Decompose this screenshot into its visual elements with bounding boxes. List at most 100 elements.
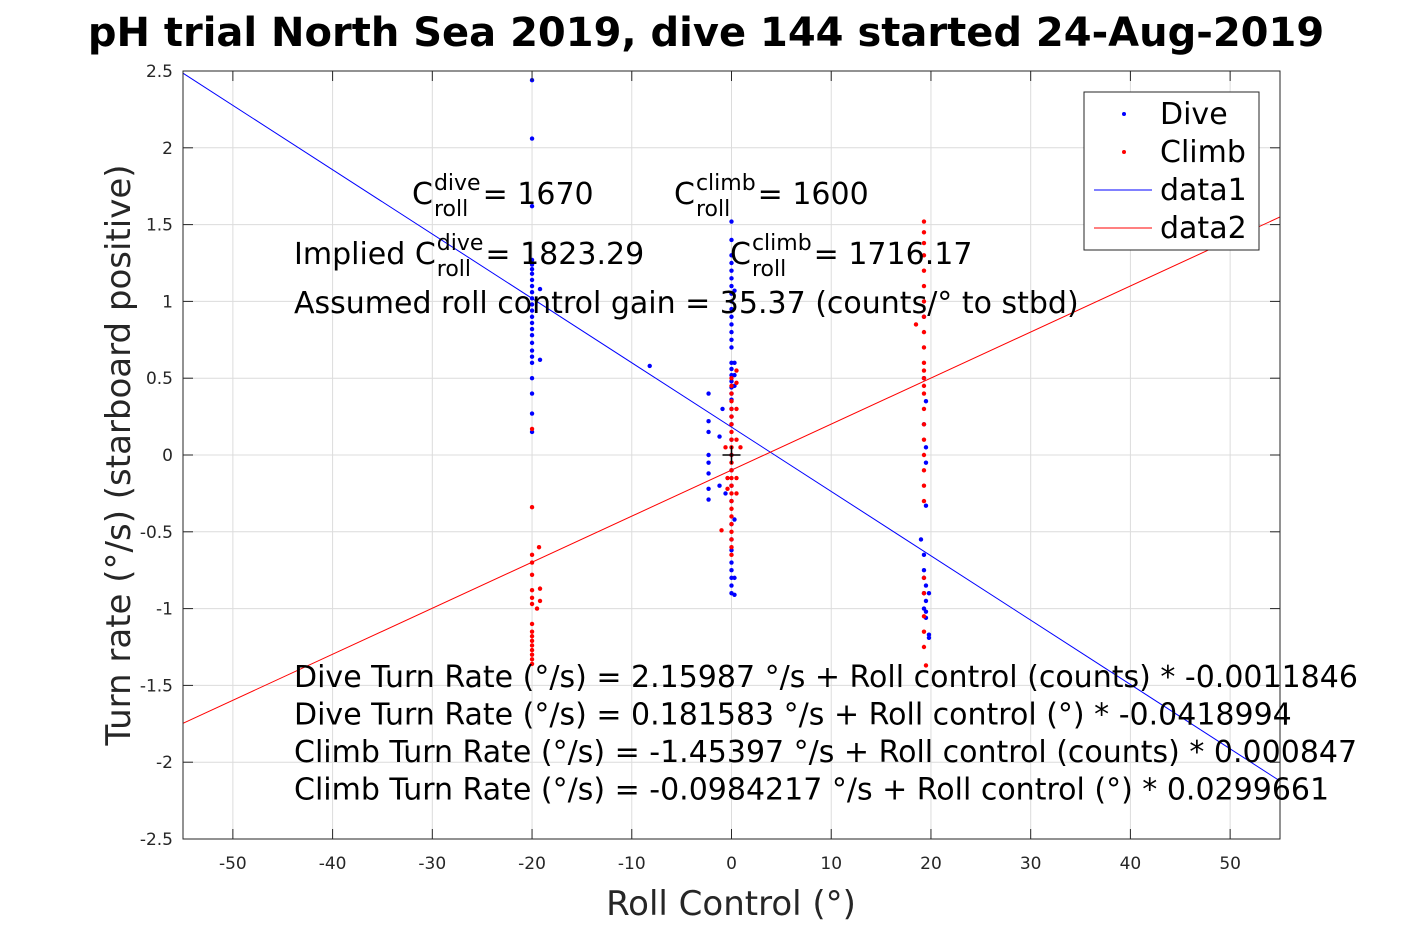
point-climb xyxy=(921,483,927,488)
point-dive xyxy=(529,326,535,332)
point-dive xyxy=(729,283,734,289)
point-dive xyxy=(529,283,535,289)
implied-c-roll-dive-prefix: Implied C xyxy=(294,237,436,272)
roll-gain-text: Assumed roll control gain = 35.37 (count… xyxy=(294,286,1079,321)
point-dive xyxy=(729,268,734,273)
point-dive xyxy=(926,635,932,640)
c-roll-dive-sup: dive xyxy=(434,171,481,196)
point-climb xyxy=(729,506,734,511)
point-dive xyxy=(921,568,927,573)
y-tick-label: 0.5 xyxy=(146,369,173,389)
point-climb xyxy=(529,587,535,593)
y-tick-label: 0 xyxy=(162,446,173,466)
y-tick-label: 1 xyxy=(162,292,173,312)
point-dive xyxy=(529,296,535,301)
point-climb xyxy=(921,230,927,235)
point-climb xyxy=(529,601,535,607)
x-tick-label: 50 xyxy=(1219,854,1241,874)
implied-c-roll-climb-sup: climb xyxy=(752,231,812,256)
point-climb xyxy=(729,552,734,558)
point-dive xyxy=(923,460,929,465)
point-dive xyxy=(923,399,929,404)
point-climb xyxy=(921,314,927,319)
point-climb xyxy=(734,368,739,373)
point-climb xyxy=(921,368,927,373)
point-climb xyxy=(723,445,728,450)
point-climb xyxy=(734,475,739,481)
point-dive xyxy=(729,322,734,327)
point-climb xyxy=(729,498,734,504)
y-tick-label: -0.5 xyxy=(140,523,173,543)
c-roll-dive-prefix: C xyxy=(412,177,433,212)
point-climb xyxy=(921,437,927,442)
point-dive xyxy=(923,503,929,508)
point-climb xyxy=(729,437,734,442)
point-climb xyxy=(529,661,535,667)
point-dive xyxy=(729,314,734,319)
legend-marker-dive xyxy=(1122,112,1126,116)
series-line-data1 xyxy=(182,72,1281,782)
point-dive xyxy=(732,592,737,597)
legend-label-data2: data2 xyxy=(1160,211,1247,246)
point-dive xyxy=(729,345,734,350)
c-roll-climb-prefix: C xyxy=(674,177,695,212)
point-climb xyxy=(729,414,734,419)
point-climb xyxy=(729,483,734,488)
point-climb xyxy=(729,468,734,473)
point-climb xyxy=(729,429,734,435)
point-climb xyxy=(529,552,535,558)
point-dive xyxy=(537,357,543,362)
point-climb xyxy=(921,283,927,289)
point-dive xyxy=(729,219,734,224)
point-climb xyxy=(738,445,743,450)
point-dive xyxy=(729,299,734,304)
y-tick-label: 1.5 xyxy=(146,216,173,236)
point-dive xyxy=(529,391,535,396)
point-dive xyxy=(529,354,535,359)
point-dive xyxy=(706,471,711,476)
point-dive xyxy=(529,332,535,338)
point-dive xyxy=(706,391,711,396)
point-climb xyxy=(734,437,739,442)
point-climb xyxy=(529,638,535,644)
point-climb xyxy=(921,591,927,596)
implied-c-roll-climb-value: = 1716.17 xyxy=(814,237,973,272)
point-climb xyxy=(734,380,739,386)
point-dive xyxy=(729,337,734,342)
point-climb xyxy=(921,644,927,650)
point-climb xyxy=(921,253,927,258)
point-dive xyxy=(923,598,929,604)
point-climb xyxy=(921,240,927,246)
point-climb xyxy=(921,452,927,458)
point-climb xyxy=(529,560,535,565)
point-dive xyxy=(706,460,711,465)
point-dive xyxy=(529,320,535,326)
point-climb xyxy=(921,383,927,389)
point-dive xyxy=(529,266,535,272)
point-dive xyxy=(529,136,535,141)
point-climb xyxy=(921,498,927,504)
point-climb xyxy=(921,268,927,273)
point-climb xyxy=(529,629,535,634)
point-climb xyxy=(921,391,927,396)
point-dive xyxy=(706,429,711,435)
point-dive xyxy=(923,583,929,588)
point-climb xyxy=(734,406,739,412)
x-tick-label: -40 xyxy=(319,854,347,874)
origin-marker xyxy=(722,446,741,464)
point-climb xyxy=(921,329,927,335)
point-dive xyxy=(706,486,711,491)
implied-c-roll-climb-prefix: C xyxy=(730,237,751,272)
fit-equation: Dive Turn Rate (°/s) = 2.15987 °/s + Rol… xyxy=(294,660,1358,695)
point-dive xyxy=(729,253,734,258)
x-tick-label: -50 xyxy=(219,854,247,874)
point-dive xyxy=(729,379,734,384)
point-dive xyxy=(732,372,737,378)
point-climb xyxy=(529,634,535,639)
point-climb xyxy=(729,529,734,534)
legend-label-data1: data1 xyxy=(1160,173,1247,208)
point-climb xyxy=(921,299,927,304)
point-dive xyxy=(729,306,734,312)
